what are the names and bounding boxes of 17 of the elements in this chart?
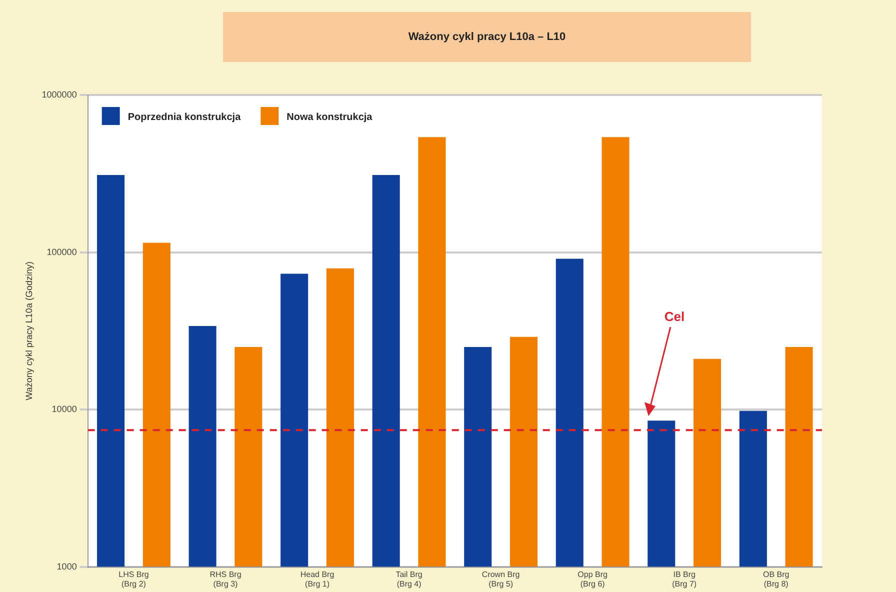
- annotation: Cel: [664, 309, 685, 324]
- x-tick-label: Crown Brg (Brg 5): [482, 570, 520, 588]
- x-tick-label: Head Brg (Brg 1): [300, 570, 334, 588]
- x-tick-label: RHS Brg (Brg 3): [210, 570, 242, 588]
- x-tick-label: LHS Brg (Brg 2): [118, 570, 149, 588]
- y-tick-label: 10000: [52, 404, 77, 414]
- x-tick-label: IB Brg (Brg 7): [672, 570, 697, 588]
- legend-label: Nowa konstrukcja: [286, 112, 373, 123]
- legend-label: Poprzednia konstrukcja: [128, 112, 242, 123]
- x-tick-label: Opp Brg (Brg 6): [578, 570, 608, 588]
- x-tick-label: Tail Brg (Brg 4): [396, 570, 422, 588]
- chart-title: Ważony cykl pracy L10a – L10: [223, 12, 751, 62]
- y-tick-label: 100000: [46, 246, 77, 257]
- y-tick-label: 1000: [56, 561, 77, 572]
- x-tick-label: OB Brg (Brg 8): [763, 570, 790, 588]
- y-tick-label: 1000000: [42, 89, 77, 100]
- y-axis-title: Ważony cykl pracy L10a (Godziny): [24, 262, 34, 400]
